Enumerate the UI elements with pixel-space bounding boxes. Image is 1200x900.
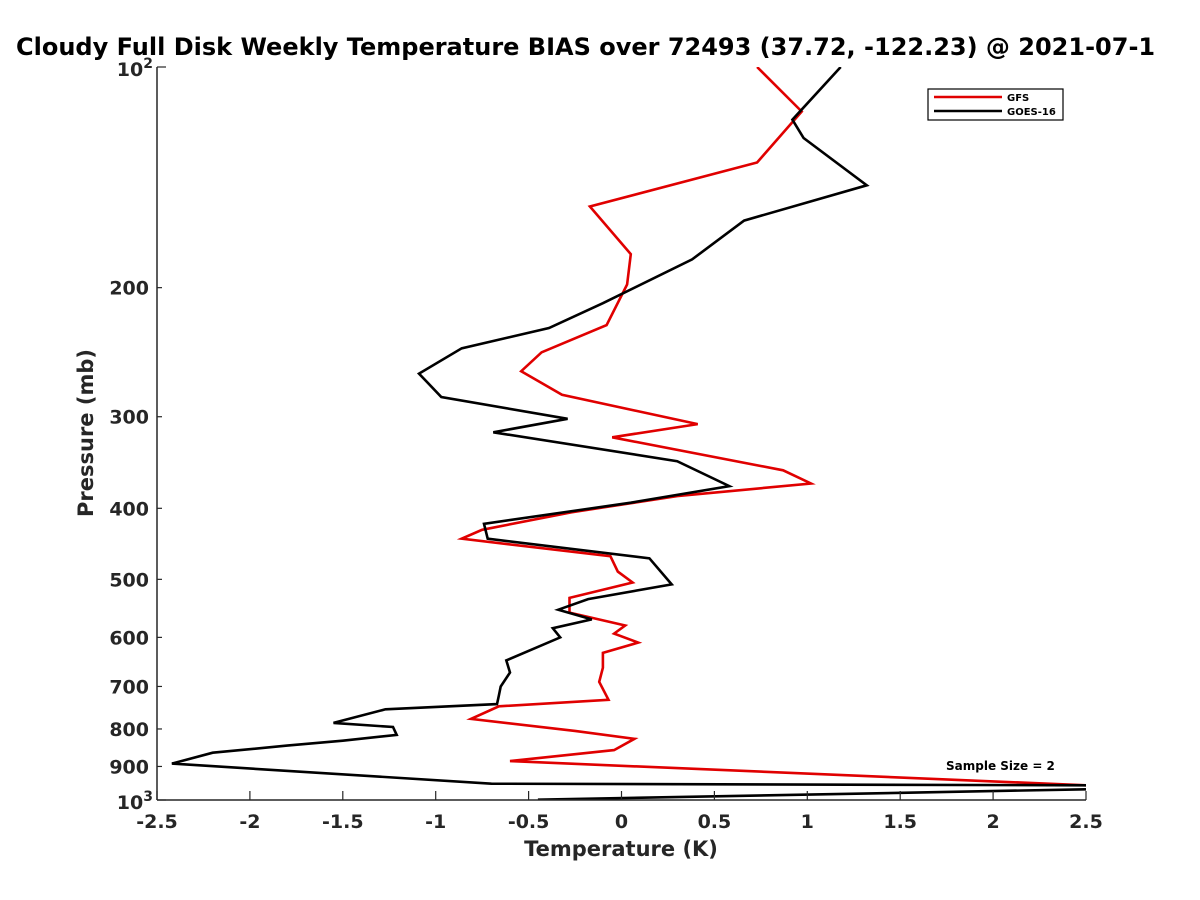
legend: GFS GOES-16 <box>927 88 1064 121</box>
x-tick-label: 0 <box>615 811 628 833</box>
goes16-line <box>171 67 1086 787</box>
y-tick-label: 102 <box>117 56 153 81</box>
y-tick-label: 200 <box>109 278 149 300</box>
gfs-line <box>456 67 1086 787</box>
y-tick-label: 500 <box>109 569 149 591</box>
x-axis-ticks: -2.5 -2 -1.5 -1 -0.5 0 0.5 1 1.5 2 2.5 <box>136 791 1103 833</box>
goes16-line-bottom <box>537 788 1086 800</box>
plot-area: -2.5 -2 -1.5 -1 -0.5 0 0.5 1 1.5 2 2.5 102 200 300 40… <box>109 56 1103 833</box>
legend-box <box>927 88 1064 121</box>
x-tick-label: -2 <box>239 811 260 833</box>
series-layer <box>171 67 1086 800</box>
y-tick-label: 400 <box>109 498 149 520</box>
y-tick-label: 700 <box>109 676 149 698</box>
y-tick-label: 600 <box>109 627 149 649</box>
sample-size-annotation: Sample Size = 2 <box>946 759 1055 773</box>
y-tick-label: 800 <box>109 719 149 741</box>
x-tick-label: 2.5 <box>1069 811 1103 833</box>
chart-title: Cloudy Full Disk Weekly Temperature BIAS… <box>16 33 1155 61</box>
y-tick-label: 103 <box>117 789 153 814</box>
x-tick-label: -0.5 <box>508 811 550 833</box>
x-tick-label: 0.5 <box>698 811 732 833</box>
y-axis-label: Pressure (mb) <box>74 349 98 517</box>
x-tick-label: 1 <box>801 811 814 833</box>
legend-label-gfs: GFS <box>1007 93 1029 104</box>
plot-background <box>157 67 1086 800</box>
x-tick-label: -1.5 <box>322 811 364 833</box>
x-axis-label: Temperature (K) <box>524 837 718 861</box>
y-tick-label: 300 <box>109 407 149 429</box>
x-tick-label: -2.5 <box>136 811 178 833</box>
x-tick-label: -1 <box>425 811 446 833</box>
x-tick-label: 2 <box>986 811 999 833</box>
y-tick-label: 900 <box>109 756 149 778</box>
x-tick-label: 1.5 <box>883 811 917 833</box>
legend-label-goes16: GOES-16 <box>1007 107 1056 118</box>
y-axis-ticks: 102 200 300 400 500 600 700 800 900 103 <box>109 56 166 814</box>
